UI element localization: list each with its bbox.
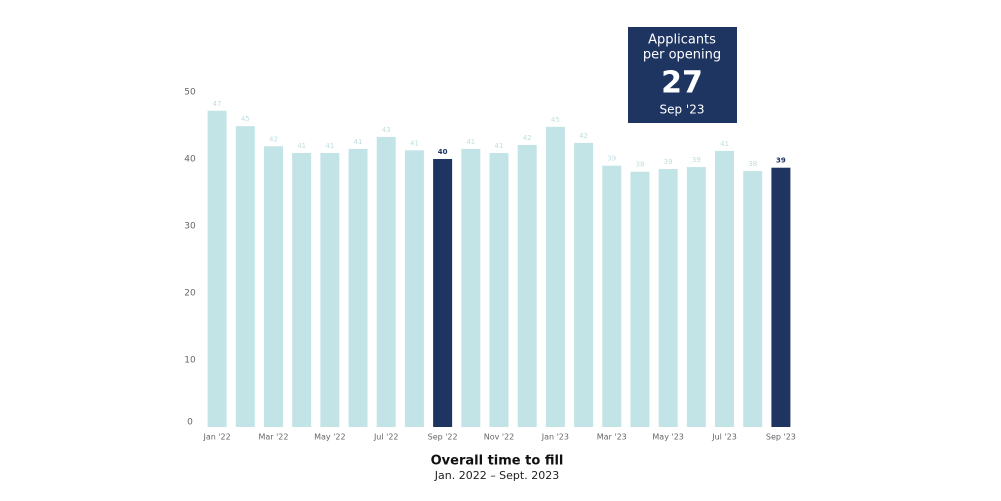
x-tick-label: Mar '23 <box>597 433 627 442</box>
bar <box>348 148 368 427</box>
bar <box>743 171 763 427</box>
x-tick-label: May '22 <box>314 433 345 442</box>
callout-title: Applicants <box>648 33 716 48</box>
chart-subtitle: Jan. 2022 – Sept. 2023 <box>434 469 559 482</box>
data-label: 41 <box>410 139 419 147</box>
bar <box>658 169 678 428</box>
data-label: 39 <box>664 158 673 166</box>
data-label: 41 <box>297 142 306 150</box>
y-tick-label: 40 <box>184 155 196 165</box>
data-label: 41 <box>720 140 729 148</box>
data-label: 38 <box>748 160 757 168</box>
y-tick-label: 30 <box>184 222 196 232</box>
bar <box>461 148 481 427</box>
x-tick-label: Sep '22 <box>428 433 458 442</box>
y-tick-label: 20 <box>184 289 196 299</box>
x-tick-label: Sep '23 <box>766 433 796 442</box>
bar <box>489 152 509 427</box>
x-tick-label: Nov '22 <box>484 433 515 442</box>
data-label: 41 <box>354 138 363 146</box>
bar <box>602 165 622 427</box>
data-label: 40 <box>438 148 448 156</box>
data-label: 42 <box>579 132 588 140</box>
x-tick-label: Mar '22 <box>258 433 288 442</box>
data-label: 42 <box>269 135 278 143</box>
data-label: 45 <box>551 116 560 124</box>
data-label: 41 <box>495 142 504 150</box>
data-label: 39 <box>607 155 616 163</box>
bar <box>207 110 227 427</box>
data-label: 38 <box>635 161 644 169</box>
x-tick-label: Jan '22 <box>202 433 230 442</box>
data-label: 43 <box>382 126 391 134</box>
bar <box>686 167 706 428</box>
bar <box>376 136 396 427</box>
x-tick-label: Jul '22 <box>373 433 399 442</box>
data-label: 45 <box>241 115 250 123</box>
data-label: 39 <box>692 156 701 164</box>
y-tick-label: 0 <box>187 418 193 428</box>
chart-title: Overall time to fill <box>431 454 564 469</box>
bar <box>433 159 453 427</box>
y-tick-label: 10 <box>184 356 196 366</box>
bar <box>292 152 312 427</box>
callout-box <box>628 27 737 123</box>
data-label: 41 <box>466 138 475 146</box>
bar <box>235 126 255 428</box>
data-label: 41 <box>325 142 334 150</box>
callout-value: 27 <box>661 66 703 101</box>
bar <box>517 144 537 427</box>
bar <box>263 146 283 427</box>
bar <box>320 152 340 427</box>
data-label: 39 <box>776 157 786 165</box>
bar <box>771 167 791 427</box>
bar <box>404 150 424 428</box>
x-tick-label: Jan '23 <box>541 433 569 442</box>
data-label: 42 <box>523 134 532 142</box>
bar <box>574 142 594 428</box>
y-tick-label: 50 <box>184 88 196 98</box>
x-tick-label: Jul '23 <box>711 433 737 442</box>
x-tick-label: May '23 <box>652 433 683 442</box>
bar <box>715 150 735 427</box>
callout-title: per opening <box>643 48 721 63</box>
bar <box>630 171 650 427</box>
callout-label: Sep '23 <box>660 103 705 117</box>
data-label: 47 <box>213 100 222 108</box>
bar <box>545 126 565 427</box>
